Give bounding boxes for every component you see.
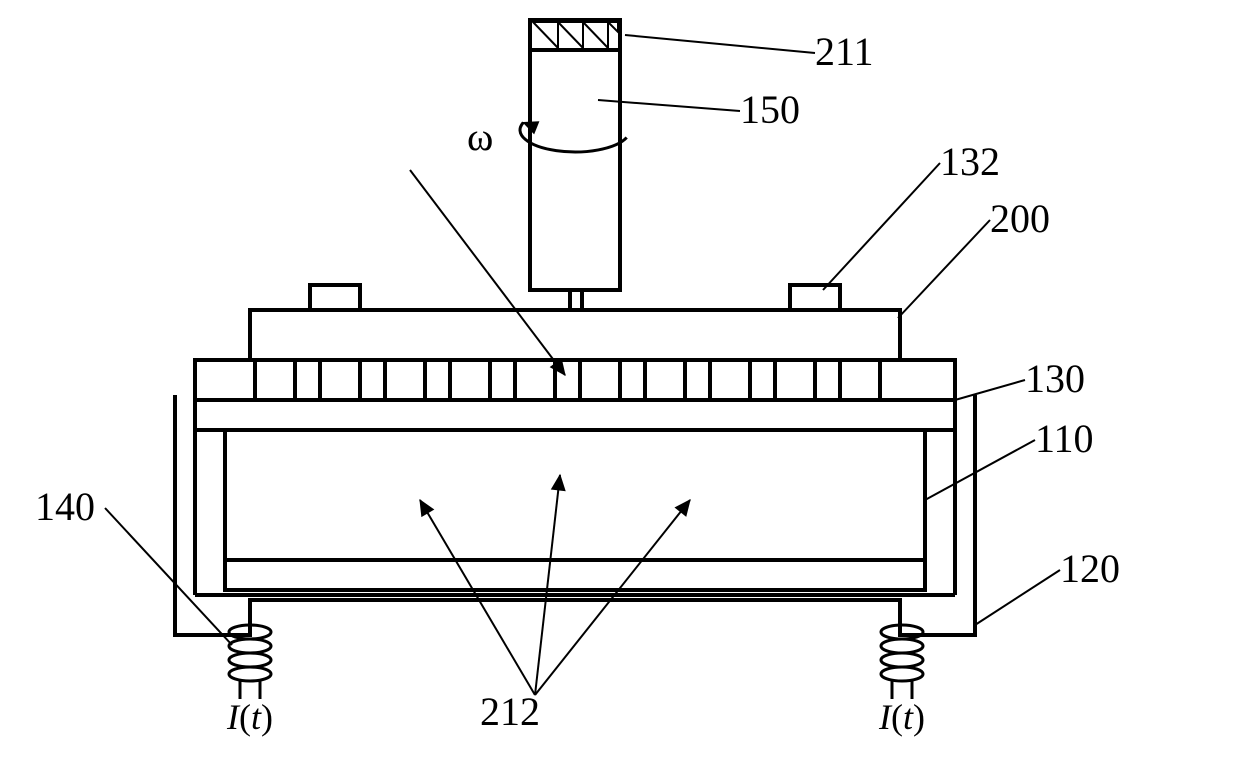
label-120: 120 <box>975 546 1120 625</box>
svg-text:200: 200 <box>990 196 1050 241</box>
lower-band <box>225 560 925 590</box>
label-200: 200 <box>898 196 1050 318</box>
spring-right: I(t) <box>878 625 925 737</box>
svg-text:120: 120 <box>1060 546 1120 591</box>
omega-rotation: ω <box>467 114 627 159</box>
svg-text:212: 212 <box>480 689 540 734</box>
svg-text:110: 110 <box>1035 416 1094 461</box>
spring-left-current-label: I(t) <box>226 697 273 737</box>
svg-text:130: 130 <box>1025 356 1085 401</box>
top-plate <box>250 285 900 360</box>
tooth-row <box>195 360 955 400</box>
bolt-right <box>790 285 840 310</box>
label-132: 132 <box>823 139 1000 290</box>
label-211: 211 <box>625 29 874 74</box>
svg-text:211: 211 <box>815 29 874 74</box>
svg-text:140: 140 <box>35 484 95 529</box>
svg-text:132: 132 <box>940 139 1000 184</box>
label-130: 130 <box>955 356 1085 401</box>
upper-band <box>195 400 955 430</box>
cavity <box>225 430 925 560</box>
spring-left: I(t) <box>226 625 273 737</box>
bolt-left <box>310 285 360 310</box>
svg-text:150: 150 <box>740 87 800 132</box>
label-140: 140 <box>35 484 232 645</box>
spindle <box>530 20 620 310</box>
spring-right-current-label: I(t) <box>878 697 925 737</box>
label-150: 150 <box>598 87 800 132</box>
omega-label: ω <box>467 114 493 159</box>
label-212: 212 <box>420 475 690 734</box>
